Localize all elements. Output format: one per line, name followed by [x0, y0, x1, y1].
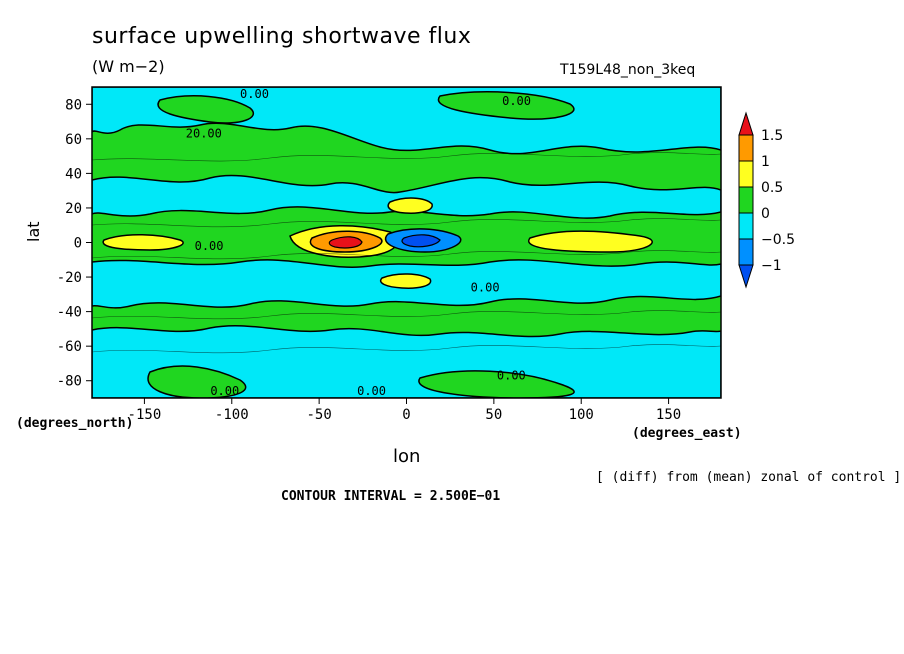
region-n-midlat-cyan [92, 174, 721, 219]
contour-label: 20.00 [186, 127, 222, 141]
colorbar-label: −0.5 [761, 232, 795, 248]
y-axis-label: lat [24, 221, 43, 242]
contour-label: 0.00 [497, 369, 526, 383]
y-tick-label: 60 [65, 132, 82, 148]
y-tick-label: 0 [74, 236, 82, 252]
colorbar-label: 0 [761, 206, 770, 222]
x-tick-label: -100 [215, 407, 249, 423]
chart-title: surface upwelling shortwave flux [92, 24, 472, 49]
colorbar-label: 1 [761, 154, 770, 170]
colorbar-segment [738, 186, 754, 214]
run-label: T159L48_non_3keq [560, 62, 696, 78]
y-axis-units: (degrees_north) [16, 416, 134, 431]
chart-units: (W m−2) [92, 57, 165, 76]
x-tick-label: 0 [402, 407, 410, 423]
contour-label: 0.00 [357, 384, 386, 398]
colorbar-label: 0.5 [761, 180, 783, 196]
colorbar-segment [738, 212, 754, 240]
contour-label: 0.00 [210, 384, 239, 398]
region-arctic-green-2 [437, 91, 575, 120]
region-se-yellow [380, 273, 432, 289]
colorbar-label: −1 [761, 258, 782, 274]
x-tick-label: -50 [306, 407, 331, 423]
colorbar-bottom-arrow [738, 264, 754, 289]
x-tick-label: 150 [656, 407, 681, 423]
colorbar-top-arrow [738, 111, 754, 136]
region-eq-red-center [328, 236, 363, 249]
y-axis: 80 60 40 20 0 -20 -40 -60 -80 [57, 97, 92, 390]
x-tick-label: 50 [485, 407, 502, 423]
y-tick-label: 80 [65, 97, 82, 113]
y-tick-label: -60 [57, 339, 82, 355]
region-antarctic-green-2 [418, 370, 575, 398]
colorbar-segment [738, 134, 754, 162]
colorbar-label: 1.5 [761, 128, 783, 144]
colorbar: 1.5 1 0.5 0 −0.5 −1 [738, 111, 795, 289]
y-tick-label: 40 [65, 166, 82, 182]
region-antarctic-green-1 [147, 365, 247, 398]
region-eq-yellow-east [527, 230, 653, 253]
contour-label: 0.00 [195, 239, 224, 253]
x-tick-label: 100 [569, 407, 594, 423]
region-s-ocean-cyan [92, 325, 721, 398]
y-tick-label: -80 [57, 374, 82, 390]
colorbar-segment [738, 238, 754, 266]
x-axis: -150 -100 -50 0 50 100 150 [128, 398, 681, 423]
region-arctic-green-1 [157, 95, 254, 124]
x-axis-units: (degrees_east) [632, 426, 742, 441]
contour-labels: 0.00 0.00 20.00 0.00 0.00 0.00 0.00 0.00 [186, 87, 531, 398]
x-tick-label: -150 [128, 407, 162, 423]
contour-label: 0.00 [471, 280, 500, 294]
colorbar-segment [738, 160, 754, 188]
fine-contours [92, 152, 721, 354]
contour-label: 0.00 [240, 87, 269, 101]
y-tick-label: -20 [57, 270, 82, 286]
y-tick-label: -40 [57, 305, 82, 321]
region-eq-yellow-west [102, 233, 184, 251]
contour-label: 0.00 [502, 94, 531, 108]
region-eq-darkblue-center [401, 234, 441, 248]
contour-interval: CONTOUR INTERVAL = 2.500E−01 [281, 489, 501, 504]
region-ne-yellow [387, 197, 433, 214]
map-field [92, 87, 721, 398]
diff-note: [ (diff) from (mean) zonal of control ] [596, 470, 902, 485]
y-tick-label: 20 [65, 201, 82, 217]
x-axis-label: lon [393, 446, 421, 467]
